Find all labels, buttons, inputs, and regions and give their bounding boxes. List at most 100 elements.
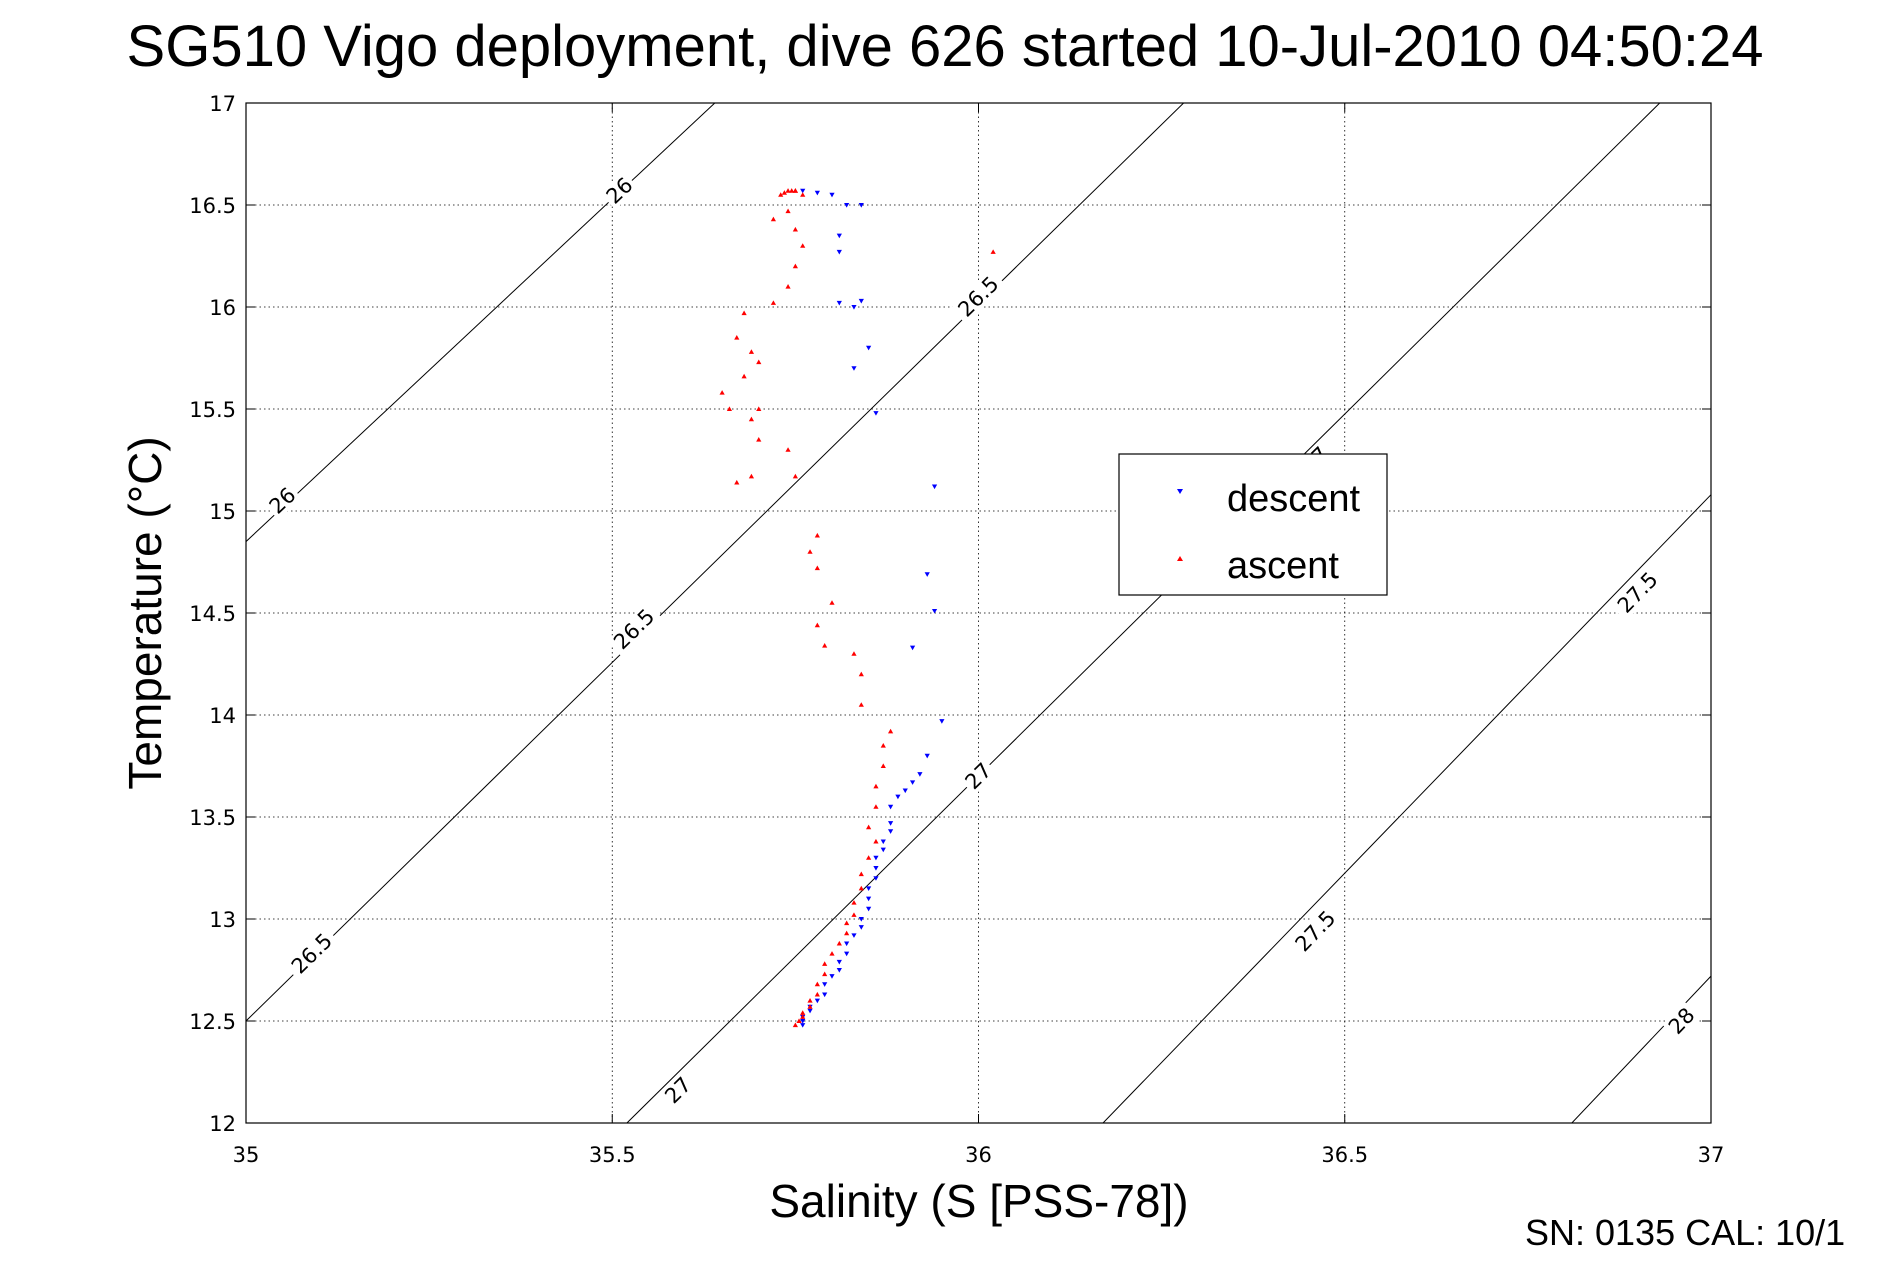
ascent-point xyxy=(785,284,791,289)
y-tick-label: 12.5 xyxy=(189,1010,236,1034)
axis-ticks: 35 35.5 36 36.5 37 12 12.5 13 13.5 14 14.5 15 15.5 16… xyxy=(189,92,1724,1167)
ascent-point xyxy=(800,243,806,248)
ascent-point xyxy=(734,479,740,485)
descent-point xyxy=(895,794,901,800)
ascent-point xyxy=(851,900,857,905)
descent-point xyxy=(858,917,864,922)
ascent-point xyxy=(785,188,791,193)
ascent-point xyxy=(829,600,835,605)
descent-point xyxy=(829,192,835,198)
descent-point xyxy=(800,1023,806,1028)
ascent-point xyxy=(792,473,798,479)
descent-point xyxy=(844,941,850,947)
ascent-point xyxy=(807,549,813,554)
density-contour-line xyxy=(1571,975,1711,1123)
ascent-point xyxy=(844,930,850,936)
ascent-point xyxy=(814,622,820,628)
descent-point xyxy=(822,992,828,998)
descent-point xyxy=(836,968,842,973)
ascent-point xyxy=(800,192,806,197)
ascent-point xyxy=(748,349,755,354)
descent-point xyxy=(814,998,820,1004)
contour-label-backdrop xyxy=(284,926,340,982)
legend: descent ascent xyxy=(1118,453,1388,596)
descent-point xyxy=(924,572,930,577)
ascent-point xyxy=(858,702,864,707)
descent-point xyxy=(858,298,864,304)
descent-point xyxy=(829,974,835,979)
ascent-point xyxy=(785,447,791,452)
legend-box xyxy=(1118,453,1388,596)
y-tick-label: 14 xyxy=(209,704,236,728)
ascent-point xyxy=(990,249,996,254)
descent-point xyxy=(873,411,879,416)
ascent-point xyxy=(756,406,762,411)
descent-point xyxy=(858,925,864,930)
descent-point xyxy=(836,249,842,255)
density-contour-line xyxy=(626,103,1661,1123)
ascent-point xyxy=(873,838,879,844)
y-tick-label: 15.5 xyxy=(189,398,236,422)
ascent-point xyxy=(748,473,755,479)
x-tick-label: 35.5 xyxy=(589,1143,636,1167)
density-contours xyxy=(246,103,1711,1123)
contour-label-backdrop xyxy=(606,601,662,657)
descent-point xyxy=(888,804,894,810)
ascent-point xyxy=(851,651,857,656)
ascent-point xyxy=(807,998,813,1003)
descent-point xyxy=(902,788,908,794)
x-tick-label: 36 xyxy=(965,1143,992,1167)
ascent-point xyxy=(858,871,864,877)
density-contour-line xyxy=(1102,494,1711,1123)
legend-ascent-label: ascent xyxy=(1227,545,1339,587)
descent-point xyxy=(822,982,828,987)
density-contour-line xyxy=(246,103,716,542)
descent-point xyxy=(931,484,938,490)
ascent-point xyxy=(756,437,762,442)
ascent-point xyxy=(888,728,894,734)
y-tick-label: 13.5 xyxy=(189,806,236,830)
ascent-point xyxy=(719,390,725,395)
descent-point xyxy=(836,233,842,239)
descent-point xyxy=(880,839,886,845)
ascent-point xyxy=(748,416,755,422)
contour-label-backdrop xyxy=(1662,1001,1701,1041)
ascent-point xyxy=(866,855,872,860)
ascent-point xyxy=(858,885,864,891)
descent-point xyxy=(851,305,857,310)
descent-point xyxy=(909,645,916,651)
descent-point xyxy=(873,855,879,861)
descent-point xyxy=(931,608,938,614)
descent-point xyxy=(880,847,886,853)
ascent-point xyxy=(789,188,795,193)
ascent-series xyxy=(719,188,996,1028)
contour-label-backdrop xyxy=(1288,903,1343,960)
ascent-point xyxy=(792,226,798,232)
descent-point xyxy=(844,203,850,208)
y-tick-label: 12 xyxy=(209,1112,236,1136)
descent-point xyxy=(800,188,806,194)
ascent-point xyxy=(851,912,857,917)
descent-point xyxy=(800,1019,806,1024)
legend-descent-marker xyxy=(1177,489,1183,494)
ascent-point xyxy=(792,188,798,193)
serial-calibration-footer: SN: 0135 CAL: 10/1 xyxy=(1525,1212,1845,1253)
ascent-point xyxy=(880,763,886,768)
contour-label-backdrop xyxy=(659,1071,698,1110)
x-tick-label: 35 xyxy=(233,1143,260,1167)
y-tick-label: 16 xyxy=(209,296,236,320)
ascent-point xyxy=(814,981,820,987)
ascent-point xyxy=(792,1022,798,1028)
y-tick-label: 17 xyxy=(209,92,236,116)
ascent-point xyxy=(836,940,842,946)
y-tick-label: 14.5 xyxy=(189,602,236,626)
descent-point xyxy=(858,203,864,208)
contour-label-backdrop xyxy=(263,481,302,520)
ascent-point xyxy=(741,310,747,316)
ascent-point xyxy=(734,335,740,340)
x-axis-label: Salinity (S [PSS-78]) xyxy=(769,1175,1188,1227)
ascent-point xyxy=(741,373,747,379)
ascent-point xyxy=(822,961,828,966)
descent-point xyxy=(836,959,842,965)
ascent-point xyxy=(800,1010,806,1015)
